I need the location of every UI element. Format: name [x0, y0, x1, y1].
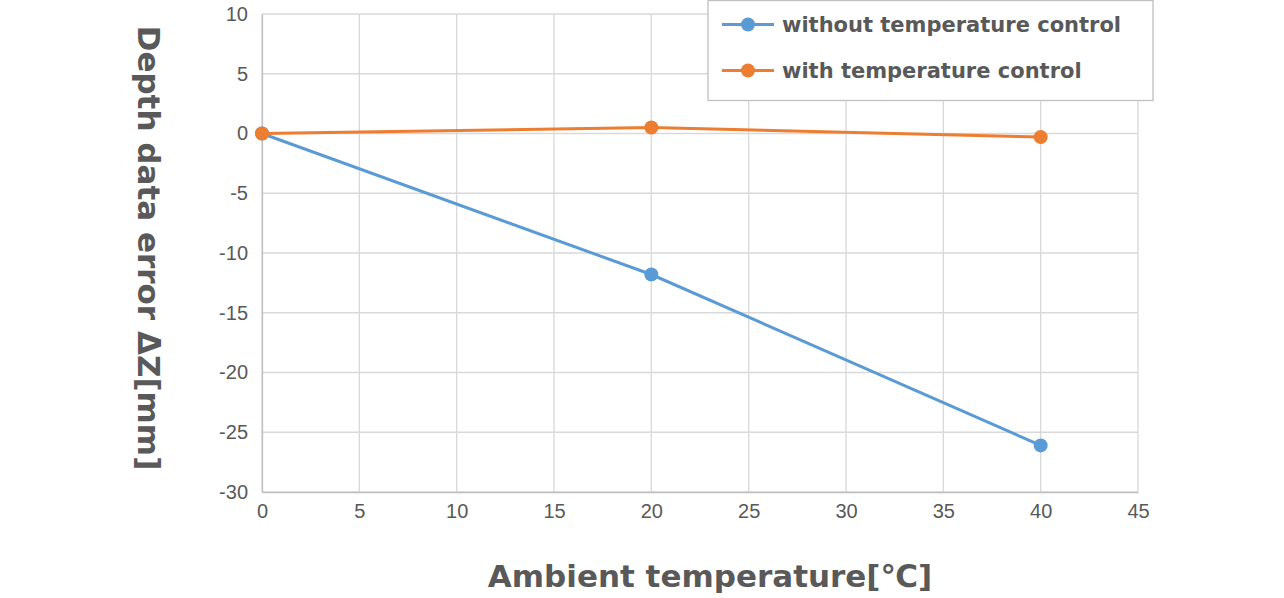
grid-line	[262, 372, 1138, 373]
series-marker	[1034, 438, 1048, 452]
y-tick: -10	[219, 242, 262, 264]
grid-line	[553, 14, 554, 492]
series-marker	[644, 121, 658, 135]
x-tick: 15	[543, 492, 565, 522]
x-tick-label: 10	[446, 500, 468, 522]
legend-label: without temperature control	[782, 13, 1121, 37]
y-tick-label: -20	[219, 361, 248, 383]
y-tick-label: 0	[237, 122, 248, 144]
y-tick: -15	[219, 302, 262, 324]
series-marker	[255, 127, 269, 141]
y-tick-label: 5	[237, 63, 248, 85]
y-tick-label: -25	[219, 421, 248, 443]
y-tick: -25	[219, 421, 262, 443]
x-tick: 40	[1030, 492, 1052, 522]
x-tick: 0	[257, 492, 268, 522]
x-tick: 25	[738, 492, 760, 522]
y-axis-line	[262, 15, 263, 493]
series-marker	[255, 127, 269, 141]
x-tick-label: 40	[1030, 500, 1052, 522]
legend-box	[708, 1, 1153, 101]
y-tick: 10	[226, 3, 262, 25]
y-tick-label: 10	[226, 3, 248, 25]
x-tick-label: 45	[1127, 500, 1149, 522]
series-line	[262, 134, 1041, 446]
y-axis: -30 -25 -20 -15 -10 -5 0 5 10	[219, 3, 262, 503]
grid-line	[262, 133, 1138, 134]
y-tick: 5	[237, 63, 262, 85]
x-tick: 5	[354, 492, 365, 522]
legend-marker	[741, 18, 755, 32]
y-tick: -20	[219, 361, 262, 383]
legend-label: with temperature control	[782, 59, 1082, 83]
x-tick-label: 35	[933, 500, 955, 522]
x-axis: 0 5 10 15 20 25 30 35 40 45	[257, 492, 1150, 522]
x-tick-label: 30	[835, 500, 857, 522]
y-tick-label: -15	[219, 302, 248, 324]
x-tick-label: 25	[738, 500, 760, 522]
grid-line	[261, 14, 262, 492]
y-tick-label: -5	[230, 182, 248, 204]
grid-line	[262, 252, 1138, 253]
grid-line	[262, 193, 1138, 194]
x-tick: 20	[641, 492, 663, 522]
x-tick-label: 15	[543, 500, 565, 522]
grid-line	[262, 491, 1138, 492]
x-axis-line	[263, 492, 1139, 493]
series-group	[255, 121, 1048, 453]
y-tick: -5	[230, 182, 262, 204]
grid-line	[651, 14, 652, 492]
y-tick-label: -10	[219, 242, 248, 264]
y-tick-label: -30	[219, 481, 248, 503]
x-tick-label: 0	[257, 500, 268, 522]
x-tick: 10	[446, 492, 468, 522]
x-tick-label: 5	[354, 500, 365, 522]
legend-marker	[741, 64, 755, 78]
grid-line	[262, 312, 1138, 313]
x-tick-label: 20	[641, 500, 663, 522]
chart: 0 5 10 15 20 25 30 35 40 45 -30 -25 -20 -15 -10 -5 0 5 10 A…	[0, 0, 1284, 598]
series-marker	[644, 268, 658, 282]
grid-line	[456, 14, 457, 492]
plot: 0 5 10 15 20 25 30 35 40 45 -30 -25 -20 -15 -10 -5 0 5 10	[219, 3, 1150, 522]
x-tick: 30	[835, 492, 857, 522]
grid-line	[359, 14, 360, 492]
series-marker	[1034, 130, 1048, 144]
y-tick: -30	[219, 481, 262, 503]
x-axis-title: Ambient temperature[℃]	[488, 558, 932, 594]
x-tick: 35	[933, 492, 955, 522]
legend: without temperature control with temperat…	[708, 1, 1153, 101]
x-tick: 45	[1127, 492, 1149, 522]
y-axis-title: Depth data error ΔZ[mm]	[131, 26, 167, 471]
